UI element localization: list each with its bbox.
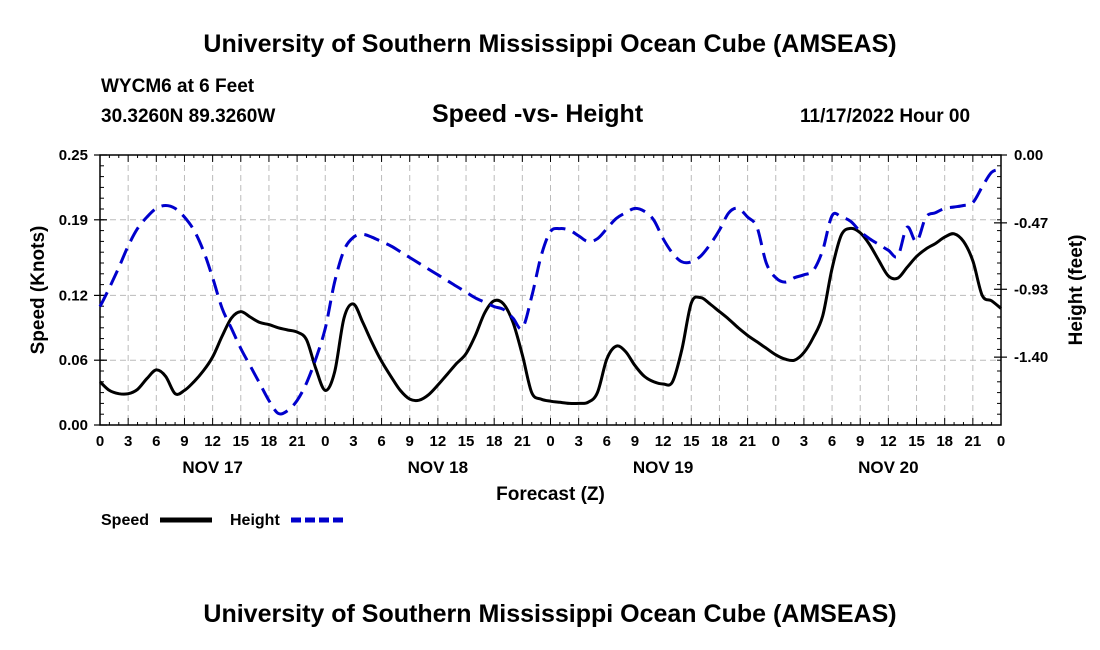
x-tick-label: 21 — [739, 433, 756, 450]
y-axis-label-left: Speed (Knots) — [28, 226, 49, 355]
series-line-height — [98, 167, 1002, 416]
coordinates-label: 30.3260N 89.3260W — [101, 106, 276, 127]
x-tick-label: 0 — [546, 433, 554, 450]
x-tick-label: 3 — [349, 433, 357, 450]
x-tick-label: 12 — [204, 433, 221, 450]
y-right-tick-label: 0.00 — [1014, 147, 1043, 164]
x-tick-label: 21 — [965, 433, 982, 450]
y-left-tick-label: 0.25 — [59, 147, 88, 164]
y-left-tick-label: 0.06 — [59, 352, 88, 369]
x-tick-label: 6 — [152, 433, 160, 450]
x-tick-label: 12 — [655, 433, 672, 450]
x-tick-label: 0 — [96, 433, 104, 450]
x-tick-label: 21 — [289, 433, 306, 450]
x-tick-label: 6 — [603, 433, 611, 450]
x-tick-label: 15 — [232, 433, 249, 450]
x-tick-label: 3 — [800, 433, 808, 450]
station-label: WYCM6 at 6 Feet — [101, 76, 255, 97]
x-tick-label: 15 — [908, 433, 925, 450]
x-tick-label: 12 — [430, 433, 447, 450]
x-tick-label: 0 — [321, 433, 329, 450]
footer-title: University of Southern Mississippi Ocean… — [203, 600, 897, 628]
x-tick-label: 18 — [261, 433, 278, 450]
day-label: NOV 19 — [633, 458, 693, 477]
y-left-tick-label: 0.00 — [59, 417, 88, 434]
y-right-tick-label: -0.93 — [1014, 281, 1048, 298]
y-right-tick-label: -0.47 — [1014, 215, 1048, 232]
x-tick-label: 18 — [936, 433, 953, 450]
date-label: 11/17/2022 Hour 00 — [800, 106, 971, 127]
day-label: NOV 18 — [408, 458, 468, 477]
day-label: NOV 20 — [858, 458, 918, 477]
x-tick-label: 15 — [683, 433, 700, 450]
x-tick-label: 3 — [124, 433, 132, 450]
x-tick-label: 9 — [406, 433, 414, 450]
x-tick-label: 9 — [631, 433, 639, 450]
x-tick-label: 21 — [514, 433, 531, 450]
y-right-tick-label: -1.40 — [1014, 349, 1048, 366]
x-tick-label: 18 — [711, 433, 728, 450]
legend-label-speed: Speed — [101, 512, 149, 529]
x-tick-label: 15 — [458, 433, 475, 450]
chart-subtitle: Speed -vs- Height — [432, 100, 644, 128]
y-left-tick-label: 0.12 — [59, 287, 88, 304]
series-line-speed — [98, 226, 1002, 406]
y-axis-label-right: Height (feet) — [1066, 235, 1087, 346]
x-tick-label: 0 — [997, 433, 1005, 450]
x-tick-label: 3 — [574, 433, 582, 450]
x-tick-label: 0 — [772, 433, 780, 450]
x-tick-label: 6 — [828, 433, 836, 450]
header-title: University of Southern Mississippi Ocean… — [203, 30, 897, 58]
legend-label-height: Height — [230, 512, 280, 529]
x-tick-label: 9 — [180, 433, 188, 450]
x-tick-label: 12 — [880, 433, 897, 450]
day-label: NOV 17 — [182, 458, 242, 477]
y-left-tick-label: 0.19 — [59, 212, 88, 229]
x-axis-label: Forecast (Z) — [496, 484, 605, 505]
x-tick-label: 9 — [856, 433, 864, 450]
x-tick-label: 18 — [486, 433, 503, 450]
x-tick-label: 6 — [377, 433, 385, 450]
